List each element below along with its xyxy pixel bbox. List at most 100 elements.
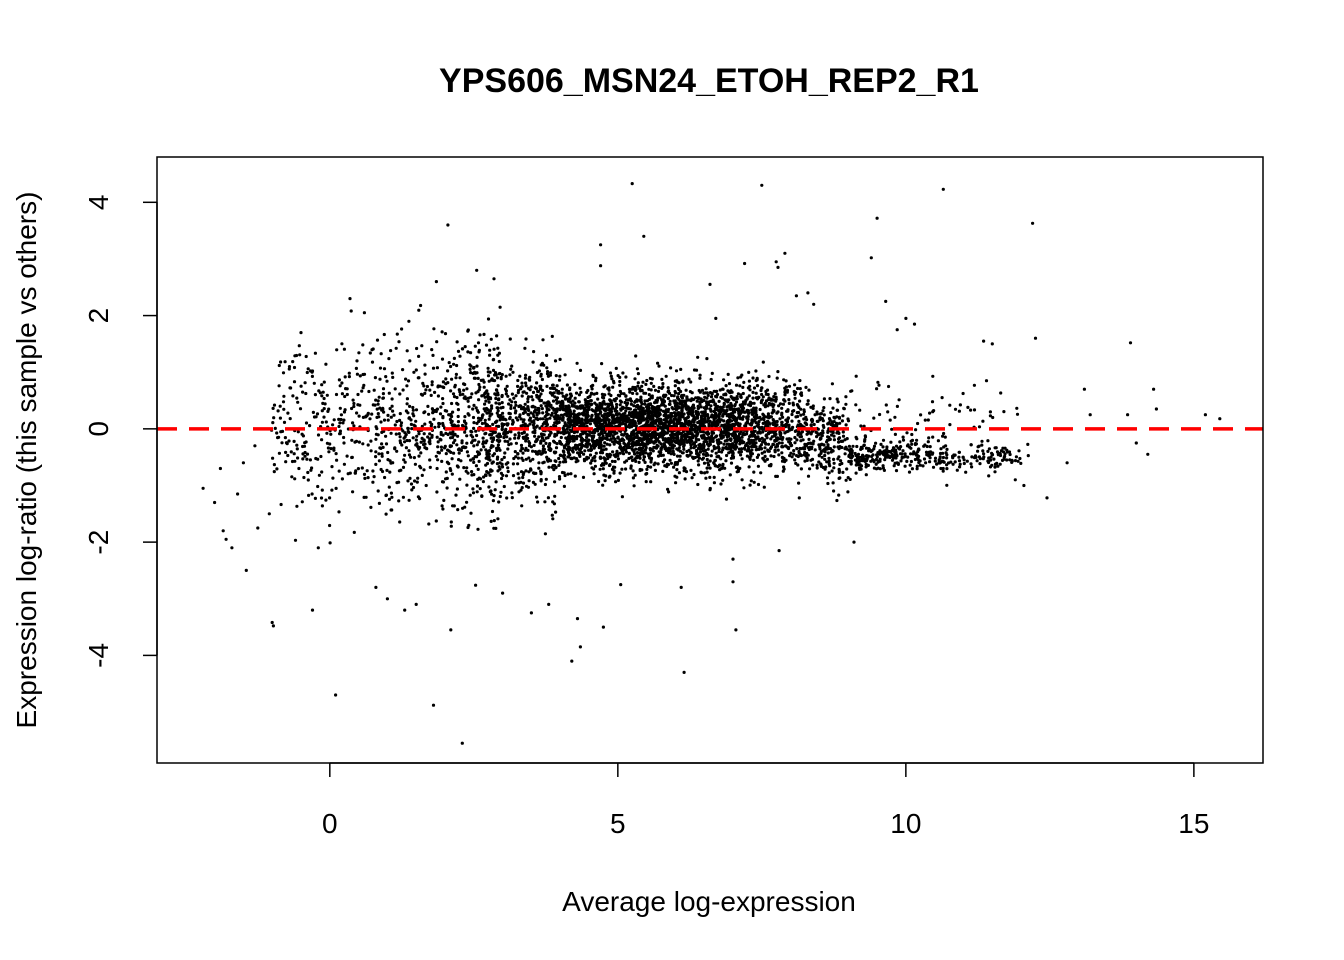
data-point xyxy=(612,442,616,446)
data-point xyxy=(799,467,804,471)
data-point xyxy=(390,404,394,408)
data-point xyxy=(993,465,997,469)
data-point xyxy=(440,459,444,463)
data-point xyxy=(494,526,498,531)
data-point xyxy=(750,419,754,423)
data-point xyxy=(986,439,990,443)
data-point xyxy=(449,520,453,524)
data-point xyxy=(423,422,427,426)
data-point xyxy=(218,466,222,471)
data-point xyxy=(922,457,927,461)
data-point xyxy=(484,399,488,403)
data-point xyxy=(395,419,399,424)
data-point xyxy=(430,380,434,384)
data-point xyxy=(740,435,744,439)
data-point xyxy=(523,448,528,452)
data-point xyxy=(805,422,809,427)
data-point xyxy=(494,396,498,401)
data-point xyxy=(568,453,572,457)
data-point xyxy=(623,422,628,426)
data-point xyxy=(600,406,604,410)
data-point xyxy=(486,392,490,396)
data-point xyxy=(837,455,841,459)
data-point xyxy=(782,378,786,382)
data-point xyxy=(562,454,566,458)
data-point xyxy=(748,456,752,460)
data-point xyxy=(544,436,548,440)
data-point xyxy=(440,504,444,508)
data-point xyxy=(825,438,830,442)
data-point xyxy=(429,424,433,428)
data-point xyxy=(928,460,932,464)
data-point xyxy=(702,446,706,450)
data-point xyxy=(343,375,347,379)
data-point xyxy=(766,404,770,408)
data-point xyxy=(415,346,419,351)
data-point xyxy=(524,384,528,388)
data-point xyxy=(812,439,816,443)
data-point xyxy=(694,439,698,444)
data-point xyxy=(851,444,855,448)
data-point xyxy=(420,473,424,477)
data-point xyxy=(335,348,339,352)
data-point xyxy=(372,388,376,392)
data-point xyxy=(608,402,612,406)
data-point xyxy=(993,470,997,474)
data-point xyxy=(463,345,467,349)
data-point xyxy=(382,418,387,422)
data-point xyxy=(807,388,811,392)
data-point xyxy=(340,477,344,481)
data-point xyxy=(645,471,649,476)
data-point xyxy=(831,406,835,410)
data-point xyxy=(444,470,448,474)
data-point xyxy=(411,405,415,410)
data-point xyxy=(523,376,528,380)
data-point xyxy=(603,402,608,406)
data-point xyxy=(499,375,503,379)
data-point xyxy=(599,404,604,408)
data-point xyxy=(829,411,833,415)
data-point xyxy=(623,400,627,405)
chart-title: YPS606_MSN24_ETOH_REP2_R1 xyxy=(439,62,979,100)
data-point xyxy=(855,437,859,441)
data-point xyxy=(591,373,595,377)
data-point xyxy=(409,422,413,426)
data-point xyxy=(799,392,803,396)
data-point xyxy=(375,407,379,411)
data-point xyxy=(755,376,759,380)
data-point xyxy=(687,398,691,402)
data-point xyxy=(712,447,717,451)
data-point xyxy=(547,602,551,607)
data-point xyxy=(958,403,963,407)
data-point xyxy=(797,419,801,423)
data-point xyxy=(566,425,570,429)
data-point xyxy=(660,445,664,449)
data-point xyxy=(520,394,524,398)
data-point xyxy=(388,407,392,411)
data-point xyxy=(698,376,702,380)
data-point xyxy=(627,423,631,427)
data-point xyxy=(324,362,328,366)
data-point xyxy=(618,403,622,407)
data-point xyxy=(638,447,642,451)
data-point xyxy=(704,440,709,444)
data-point xyxy=(1031,221,1035,225)
data-point xyxy=(649,436,653,440)
data-point xyxy=(529,411,533,415)
data-point xyxy=(616,478,621,482)
data-point xyxy=(649,402,653,406)
data-point xyxy=(781,415,785,419)
data-point xyxy=(342,462,346,466)
data-point xyxy=(596,439,600,443)
data-point xyxy=(717,412,722,416)
data-point xyxy=(446,369,450,373)
data-point xyxy=(484,448,488,452)
data-point xyxy=(414,368,418,372)
data-point xyxy=(794,294,799,298)
data-point xyxy=(778,417,782,421)
data-point xyxy=(319,454,323,459)
data-point xyxy=(849,389,853,393)
data-point xyxy=(1001,446,1005,450)
data-point xyxy=(558,404,563,408)
data-point xyxy=(876,380,880,384)
